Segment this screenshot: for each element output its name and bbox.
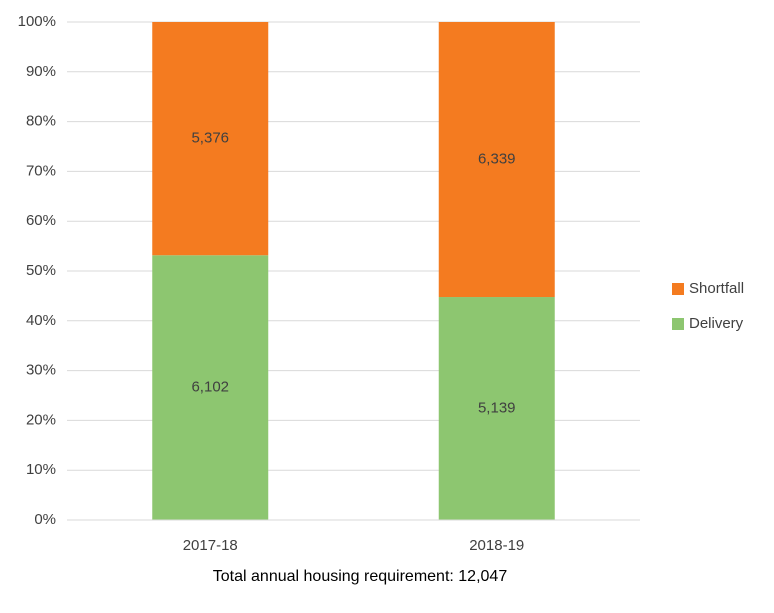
y-tick-label: 70%: [26, 162, 56, 179]
data-label: 6,102: [191, 379, 229, 396]
y-tick-label: 10%: [26, 461, 56, 478]
legend-swatch: [672, 283, 684, 295]
y-tick-label: 20%: [26, 411, 56, 428]
x-tick-label: 2017-18: [183, 537, 238, 554]
y-tick-label: 30%: [26, 362, 56, 379]
bar-segment: [438, 297, 555, 520]
data-label: 5,139: [478, 399, 516, 416]
x-tick-label: 2018-19: [469, 537, 524, 554]
bar-segment: [152, 255, 269, 520]
bar-segment: [438, 22, 555, 298]
legend-swatch: [672, 318, 684, 330]
y-tick-label: 0%: [34, 511, 56, 528]
y-tick-label: 40%: [26, 312, 56, 329]
y-tick-label: 50%: [26, 262, 56, 279]
data-label: 5,376: [191, 130, 229, 147]
y-tick-label: 100%: [18, 13, 56, 30]
data-label: 6,339: [478, 150, 516, 167]
legend-label: Delivery: [689, 315, 744, 332]
y-tick-label: 90%: [26, 63, 56, 80]
y-tick-label: 80%: [26, 113, 56, 130]
legend-label: Shortfall: [689, 280, 744, 297]
y-tick-label: 60%: [26, 212, 56, 229]
x-axis-label: Total annual housing requirement: 12,047: [213, 568, 508, 585]
bar-segment: [152, 22, 269, 256]
